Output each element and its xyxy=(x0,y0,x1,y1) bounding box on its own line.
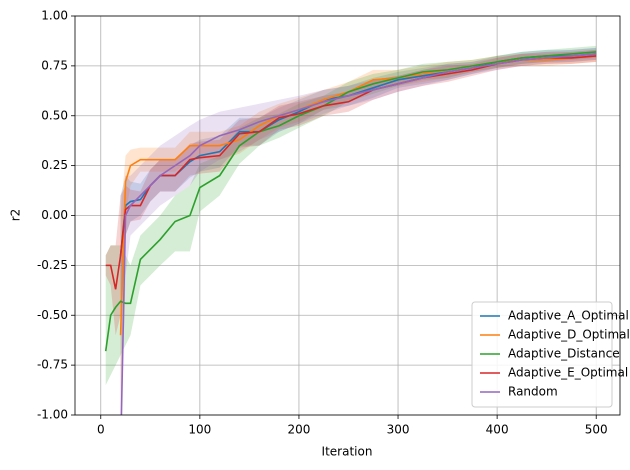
y-tick-label: -1.00 xyxy=(37,408,68,422)
legend-label: Adaptive_D_Optimal xyxy=(508,328,630,342)
y-tick-label: -0.75 xyxy=(37,358,68,372)
plot-frame xyxy=(74,15,621,416)
legend: Adaptive_A_Optimal Adaptive_D_Optimal Adap… xyxy=(471,301,630,408)
y-tick-label: -0.50 xyxy=(37,308,68,322)
x-axis-label: Iteration xyxy=(322,445,373,459)
y-tick-label: 1.00 xyxy=(41,9,68,23)
series-line xyxy=(105,55,597,290)
legend-label: Random xyxy=(508,385,558,399)
x-tick-label: 400 xyxy=(486,423,509,437)
confidence-band xyxy=(105,49,597,336)
legend-box xyxy=(471,301,613,408)
series-line xyxy=(120,53,597,415)
x-tick-label: 200 xyxy=(287,423,310,437)
y-tick-label: -0.25 xyxy=(37,258,68,272)
legend-label: Adaptive_A_Optimal xyxy=(508,309,629,323)
y-tick-label: 0.75 xyxy=(41,58,68,72)
y-tick-label: 0.25 xyxy=(41,158,68,172)
x-tick-label: 100 xyxy=(188,423,211,437)
plot-area xyxy=(104,45,597,415)
x-tick-label: 0 xyxy=(97,423,105,437)
legend-label: Adaptive_E_Optimal xyxy=(508,366,628,380)
x-tick-label: 300 xyxy=(387,423,410,437)
y-tick-label: 0.50 xyxy=(41,108,68,122)
confidence-band xyxy=(120,49,597,415)
x-tick-label: 500 xyxy=(585,423,608,437)
y-axis-label: r2 xyxy=(9,209,23,222)
legend-label: Adaptive_Distance xyxy=(508,347,620,361)
y-tick-label: 0.00 xyxy=(41,208,68,222)
confidence-band xyxy=(120,47,597,336)
